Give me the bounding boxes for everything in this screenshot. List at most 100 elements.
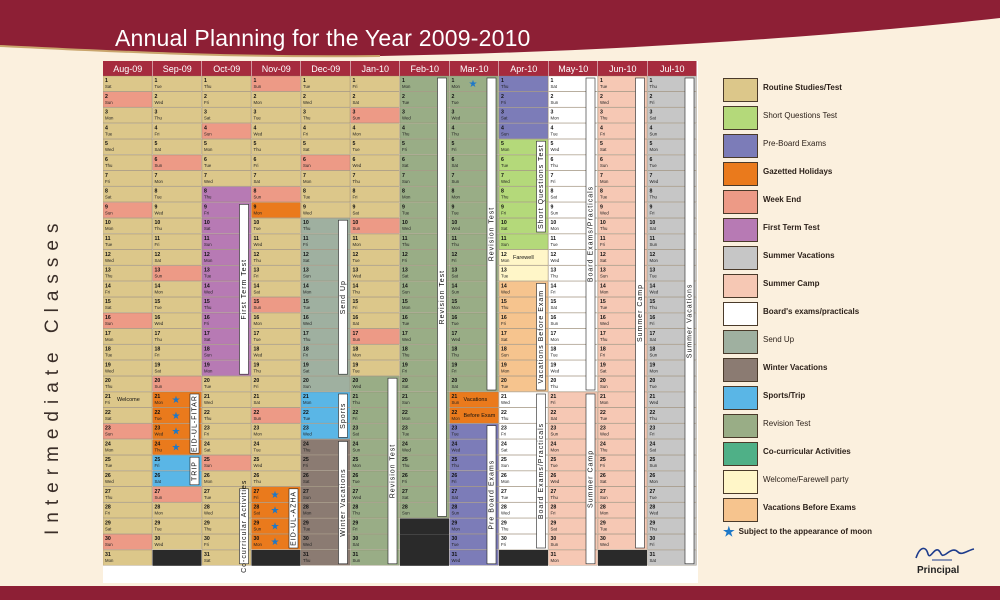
day-number: 7	[353, 173, 356, 179]
day-cell	[300, 249, 351, 266]
day-number: 11	[254, 236, 260, 242]
day-cell	[350, 139, 400, 155]
day-cell	[152, 91, 202, 108]
day-number: 5	[551, 141, 554, 147]
day-weekday: Mon	[155, 400, 164, 405]
day-weekday: Thu	[254, 368, 262, 373]
day-number: 26	[353, 473, 359, 479]
day-weekday: Sat	[204, 226, 211, 231]
day-number: 6	[551, 157, 554, 163]
day-weekday: Fri	[353, 84, 358, 89]
day-cell	[399, 344, 450, 361]
day-cell	[647, 218, 697, 234]
day-number: 2	[353, 94, 356, 100]
day-weekday: Fri	[105, 289, 110, 294]
day-number: 16	[254, 315, 260, 321]
day-number: 2	[204, 94, 207, 100]
day-number: 26	[303, 473, 309, 479]
day-cell	[548, 344, 598, 361]
day-weekday: Mon	[353, 242, 362, 247]
day-number: 7	[303, 173, 306, 179]
day-weekday: Mon	[600, 511, 609, 516]
day-number: 13	[501, 268, 507, 274]
day-cell	[449, 470, 499, 487]
month-header	[350, 61, 400, 76]
day-number: 8	[402, 189, 405, 195]
legend-swatch	[723, 330, 758, 354]
day-cell	[498, 170, 549, 187]
day-number: 25	[254, 457, 260, 463]
day-weekday: Thu	[600, 337, 608, 342]
day-weekday: Mon	[551, 226, 560, 231]
day-weekday: Mon	[105, 226, 114, 231]
day-weekday: Sun	[650, 463, 658, 468]
month-header	[548, 61, 598, 76]
day-weekday: Mon	[501, 147, 510, 152]
day-number: 11	[551, 236, 557, 242]
day-weekday: Tue	[650, 384, 658, 389]
day-weekday: Thu	[501, 305, 509, 310]
day-number: 11	[155, 236, 161, 242]
day-cell	[498, 265, 549, 282]
day-weekday: Fri	[650, 210, 655, 215]
day-cell	[647, 297, 697, 313]
day-weekday: Sun	[600, 495, 608, 500]
month-header-label: Jun-10	[609, 64, 637, 74]
day-cell	[350, 376, 400, 392]
day-number: 27	[155, 489, 161, 495]
day-weekday: Mon	[600, 400, 609, 405]
day-number: 18	[204, 347, 210, 353]
day-number: 12	[402, 252, 408, 258]
day-number: 23	[551, 426, 557, 432]
day-cell	[201, 470, 252, 487]
day-cell	[399, 107, 450, 124]
day-weekday: Thu	[452, 353, 460, 358]
day-cell	[103, 518, 153, 534]
day-cell	[251, 154, 301, 171]
day-weekday: Mon	[105, 447, 114, 452]
day-number: 11	[402, 236, 408, 242]
day-weekday: Tue	[551, 131, 559, 136]
day-number: 18	[402, 347, 408, 353]
day-cell	[201, 518, 252, 534]
day-number: 2	[600, 94, 603, 100]
day-number: 10	[452, 220, 458, 226]
day-cell	[103, 218, 153, 234]
day-cell	[152, 328, 202, 345]
legend-label: Winter Vacations	[763, 363, 828, 372]
day-number: 17	[303, 331, 309, 337]
day-weekday: Sun	[254, 416, 262, 421]
day-weekday: Sat	[452, 274, 459, 279]
day-cell	[350, 423, 400, 440]
day-number: 9	[600, 204, 603, 210]
day-cell	[152, 455, 202, 471]
day-cell	[152, 312, 202, 329]
day-weekday: Fri	[452, 479, 457, 484]
day-weekday: Thu	[501, 526, 509, 531]
day-number: 19	[254, 362, 260, 368]
day-number: 30	[254, 536, 260, 542]
day-cell	[350, 502, 400, 519]
day-number: 17	[204, 331, 210, 337]
day-cell	[597, 297, 648, 313]
legend-label: Routine Studies/Test	[763, 83, 842, 92]
day-number: 21	[600, 394, 606, 400]
day-number: 17	[600, 331, 606, 337]
day-number: 17	[155, 331, 161, 337]
day-cell	[548, 265, 598, 282]
empty-day-cell	[400, 534, 449, 550]
day-cell	[152, 123, 202, 139]
day-weekday: Fri	[105, 179, 110, 184]
day-weekday: Sun	[452, 289, 460, 294]
day-number: 6	[303, 157, 306, 163]
day-weekday: Sat	[105, 416, 112, 421]
day-weekday: Wed	[303, 432, 312, 437]
day-weekday: Mon	[501, 368, 510, 373]
day-cell	[251, 360, 301, 376]
day-number: 8	[303, 189, 306, 195]
legend-swatch	[723, 470, 758, 494]
day-weekday: Tue	[551, 463, 559, 468]
day-cell	[498, 518, 549, 534]
day-weekday: Sun	[254, 305, 262, 310]
day-number: 1	[501, 78, 504, 84]
